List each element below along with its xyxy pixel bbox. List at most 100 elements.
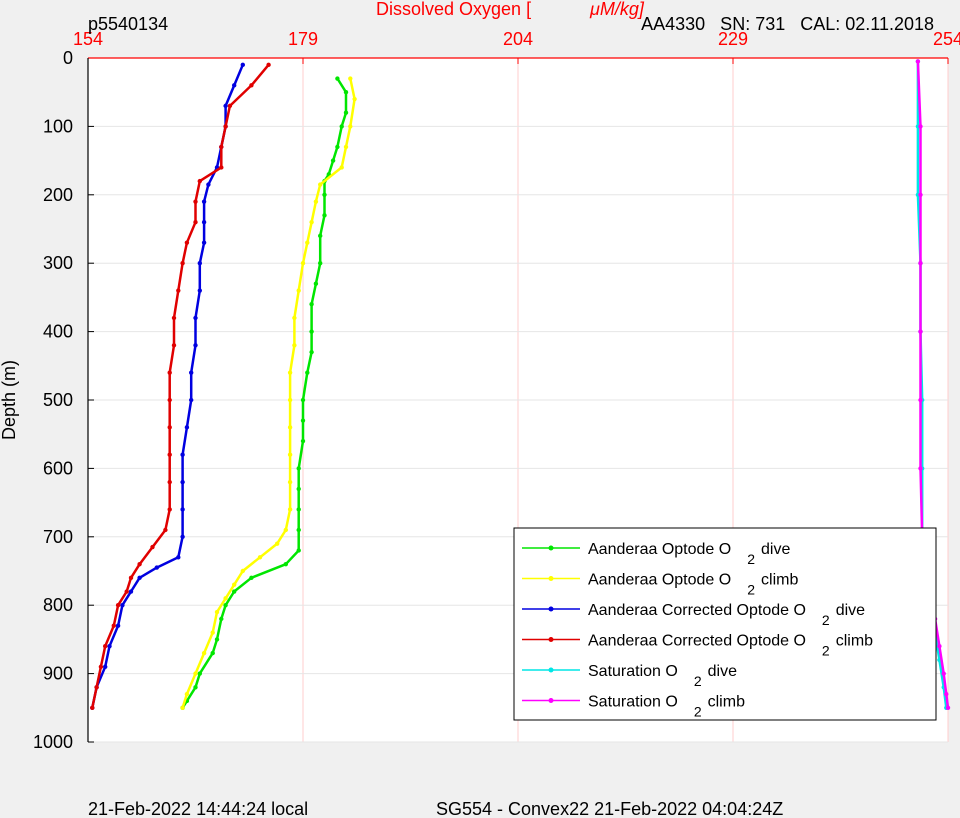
data-point: [167, 370, 172, 375]
legend-label: Aanderaa Optode O2dive: [588, 541, 790, 567]
data-point: [941, 671, 946, 676]
footer-local-time: 21-Feb-2022 14:44:24 local: [88, 799, 308, 818]
data-point: [219, 165, 224, 170]
data-point: [318, 182, 323, 187]
data-point: [124, 589, 129, 594]
y-tick-label: 1000: [33, 732, 73, 752]
data-point: [223, 103, 228, 109]
data-point: [335, 76, 340, 81]
data-point: [918, 124, 923, 129]
y-axis-label: Depth (m): [0, 360, 19, 440]
x-tick-label: 204: [503, 29, 533, 49]
data-point: [339, 124, 344, 129]
series-2: [90, 62, 245, 710]
data-point: [180, 261, 185, 266]
data-point: [214, 609, 220, 615]
y-tick-label: 800: [43, 595, 73, 615]
x-tick-label: 179: [288, 29, 318, 49]
data-point: [266, 62, 271, 68]
data-point: [318, 261, 323, 266]
data-point: [197, 288, 202, 293]
legend: Aanderaa Optode O2dive Aanderaa Optode O2…: [513, 527, 937, 721]
data-point: [309, 349, 314, 355]
data-point: [219, 144, 224, 150]
y-tick-label: 100: [43, 116, 73, 136]
y-tick-label: 700: [43, 527, 73, 547]
data-point: [918, 329, 923, 334]
data-point: [287, 452, 293, 457]
legend-swatch-marker: [548, 576, 554, 581]
series-3: [90, 62, 271, 710]
data-point: [318, 233, 323, 239]
data-point: [305, 370, 310, 375]
legend-swatch-marker: [548, 667, 554, 673]
data-point: [163, 527, 168, 533]
data-point: [322, 192, 327, 197]
data-point: [348, 76, 353, 81]
data-point: [227, 103, 233, 109]
data-point: [171, 315, 177, 321]
data-point: [915, 59, 921, 64]
data-point: [296, 288, 301, 293]
data-point: [249, 83, 254, 88]
legend-swatch-marker: [548, 606, 554, 612]
data-point: [322, 213, 327, 218]
legend-swatch-marker: [548, 545, 554, 551]
data-point: [918, 466, 923, 471]
data-point: [232, 589, 237, 594]
legend-swatch-marker: [548, 637, 554, 642]
data-point: [287, 479, 293, 485]
y-tick-label: 300: [43, 253, 73, 273]
data-point: [201, 219, 207, 225]
data-point: [167, 507, 172, 512]
series-line: [181, 77, 348, 709]
data-point: [300, 438, 306, 444]
data-point: [937, 644, 942, 649]
data-point: [201, 650, 207, 656]
data-point: [184, 691, 190, 697]
data-point: [184, 425, 190, 430]
data-point: [201, 240, 207, 245]
data-point: [180, 452, 185, 457]
data-point: [918, 261, 923, 266]
data-point: [313, 281, 319, 286]
data-point: [313, 199, 319, 204]
data-point: [352, 96, 357, 102]
data-point: [176, 555, 181, 560]
data-point: [171, 343, 177, 348]
data-point: [184, 240, 190, 245]
data-point: [128, 575, 134, 581]
data-point: [292, 315, 297, 321]
x-tick-label: 254: [933, 29, 960, 49]
profile-id: p5540134: [88, 14, 168, 34]
data-series: [90, 59, 951, 710]
data-point: [296, 507, 301, 512]
data-point: [309, 302, 314, 307]
data-point: [180, 479, 185, 485]
data-point: [193, 685, 198, 690]
data-point: [944, 691, 949, 697]
data-point: [283, 527, 288, 533]
data-point: [167, 479, 172, 485]
data-point: [201, 199, 207, 204]
y-tick-label: 900: [43, 664, 73, 684]
data-point: [283, 561, 288, 567]
legend-label: Saturation O2dive: [588, 663, 737, 689]
data-point: [176, 288, 181, 293]
data-point: [232, 83, 237, 88]
data-point: [98, 664, 104, 669]
data-point: [94, 685, 99, 690]
legend-frame: [513, 527, 937, 721]
data-point: [330, 158, 336, 163]
data-point: [223, 603, 228, 608]
data-point: [305, 240, 310, 245]
data-point: [197, 671, 202, 676]
data-point: [918, 192, 923, 197]
data-point: [300, 397, 306, 403]
data-point: [111, 623, 117, 628]
data-point: [206, 182, 211, 187]
y-tick-label: 400: [43, 322, 73, 342]
data-point: [223, 124, 228, 129]
data-point: [189, 397, 194, 403]
